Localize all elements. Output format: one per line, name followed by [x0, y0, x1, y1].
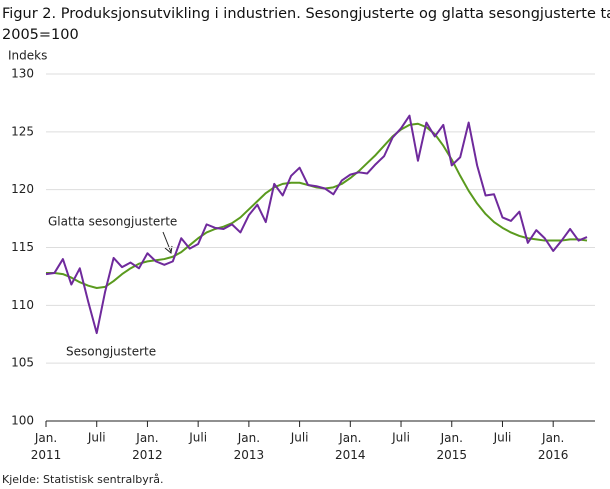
- y-tick-label: 110: [11, 298, 34, 312]
- x-tick-label: Juli: [290, 431, 309, 445]
- x-tick-label: Jan. 2013: [234, 431, 265, 462]
- x-tick-label: Juli: [87, 431, 106, 445]
- x-tick-label: Juli: [391, 431, 410, 445]
- series-line: [45, 114, 588, 335]
- y-tick-label: 120: [11, 182, 34, 196]
- y-tick-label: 115: [11, 240, 34, 254]
- y-tick-label: 130: [11, 67, 34, 81]
- x-tick-label: Juli: [188, 431, 207, 445]
- y-tick-label: 105: [11, 356, 34, 370]
- x-tick-label: Jan. 2016: [538, 431, 569, 462]
- x-tick-label: Jan. 2014: [335, 431, 366, 462]
- y-tick-label: 125: [11, 124, 34, 138]
- x-tick-label: Juli: [493, 431, 512, 445]
- chart-title: Figur 2. Produksjonsutvikling i industri…: [2, 6, 610, 22]
- annotation: Sesongjusterte: [66, 345, 156, 359]
- y-axis-label: Indeks: [8, 49, 47, 63]
- y-tick-label: 100: [11, 414, 34, 428]
- annotation: Glatta sesongjusterte: [48, 215, 177, 229]
- x-tick-label: Jan. 2015: [436, 431, 467, 462]
- annotation-arrow: [162, 231, 173, 254]
- x-tick-label: Jan. 2011: [31, 431, 62, 462]
- x-tick-label: Jan. 2012: [132, 431, 163, 462]
- chart-subtitle: 2005=100: [2, 27, 79, 43]
- source: Kjelde: Statistisk sentralbyrå.: [2, 473, 164, 486]
